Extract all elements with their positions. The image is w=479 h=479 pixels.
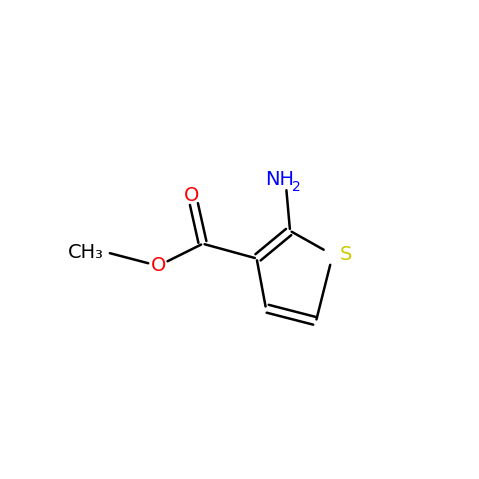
Text: S: S — [340, 245, 352, 264]
Text: NH: NH — [265, 170, 295, 189]
Text: CH₃: CH₃ — [68, 243, 103, 262]
Text: O: O — [184, 186, 199, 205]
Text: O: O — [150, 256, 166, 275]
Text: 2: 2 — [292, 180, 301, 194]
